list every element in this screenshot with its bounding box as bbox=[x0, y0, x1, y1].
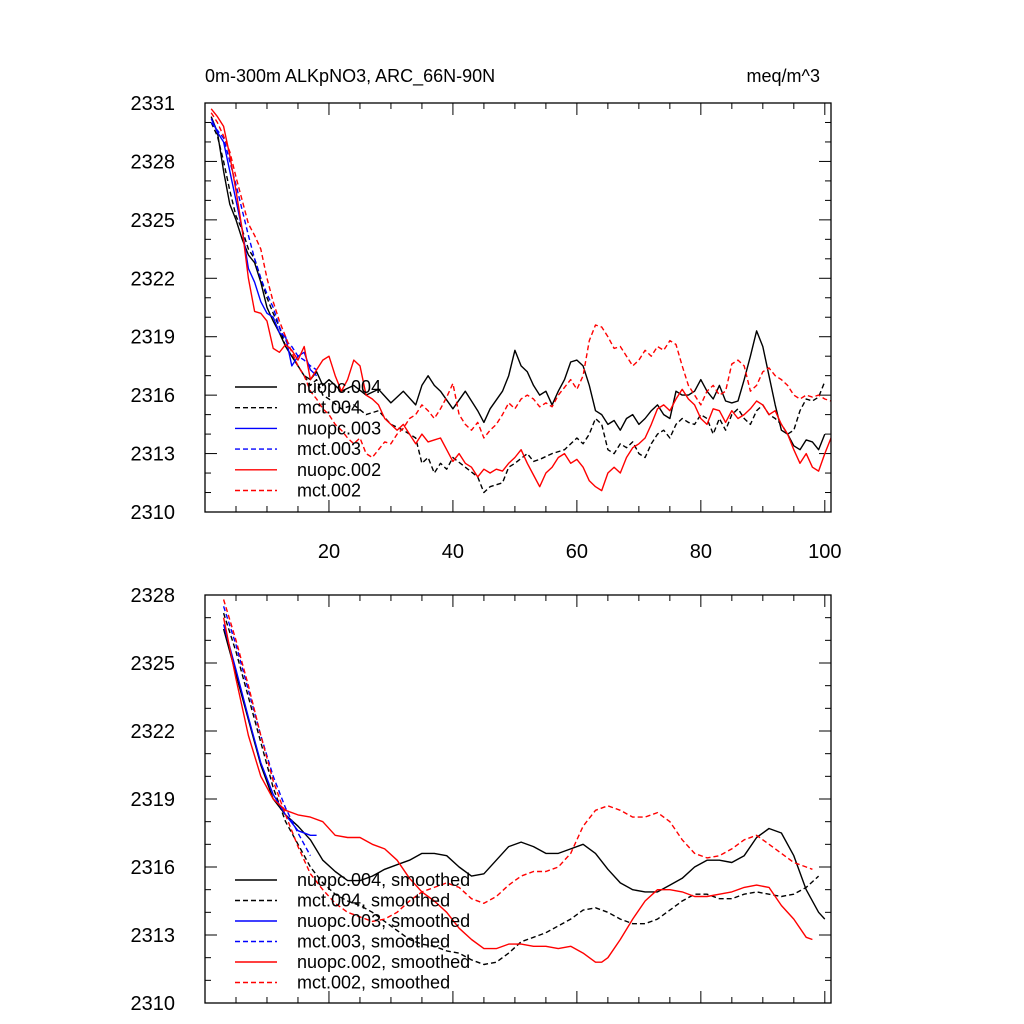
y-tick-label: 2328 bbox=[131, 151, 176, 173]
legend-label: nuopc.002 bbox=[297, 460, 381, 480]
series-line-mct-003 bbox=[210, 122, 317, 371]
x-tick-label: 80 bbox=[690, 541, 712, 563]
legend-label: nuopc.004 bbox=[297, 377, 381, 397]
y-tick-label: 2325 bbox=[131, 653, 176, 675]
series-line-nuopc-003-smoothed bbox=[222, 624, 317, 836]
y-tick-label: 2310 bbox=[131, 502, 176, 524]
legend-label: nuopc.003, smoothed bbox=[297, 911, 470, 931]
y-tick-label: 2319 bbox=[131, 789, 176, 811]
series-line-nuopc-004-smoothed bbox=[222, 628, 826, 920]
series-line-nuopc-002-smoothed bbox=[222, 617, 813, 963]
series-line-nuopc-003 bbox=[210, 118, 318, 377]
legend-label: nuopc.004, smoothed bbox=[297, 870, 470, 890]
series-line-mct-002 bbox=[210, 112, 831, 459]
panel-1-title-left: 0m-300m ALKpNO3, ARC_66N-90N bbox=[205, 66, 495, 87]
legend-label: mct.004, smoothed bbox=[297, 891, 450, 911]
series-line-mct-003-smoothed bbox=[222, 606, 312, 857]
y-tick-label: 2331 bbox=[131, 93, 176, 115]
y-tick-label: 2316 bbox=[131, 385, 176, 407]
legend-label: nuopc.002, smoothed bbox=[297, 952, 470, 972]
plot-frame bbox=[204, 594, 832, 1004]
legend-label: mct.003 bbox=[297, 439, 361, 459]
series-lines bbox=[210, 108, 831, 494]
series-line-mct-002-smoothed bbox=[222, 599, 813, 923]
legend-label: nuopc.003 bbox=[297, 418, 381, 438]
y-tick-label: 2316 bbox=[131, 857, 176, 879]
legend-label: mct.003, smoothed bbox=[297, 932, 450, 952]
legend-label: mct.002 bbox=[297, 481, 361, 501]
y-tick-label: 2322 bbox=[131, 721, 176, 743]
y-tick-label: 2319 bbox=[131, 327, 176, 349]
x-tick-label: 100 bbox=[808, 541, 841, 563]
y-tick-label: 2313 bbox=[131, 925, 176, 947]
plot-frame bbox=[204, 102, 832, 513]
x-tick-label: 60 bbox=[566, 541, 588, 563]
y-tick-label: 2310 bbox=[131, 993, 176, 1015]
panel-1: 20 40 60 80 100 2310 2313 2316 2319 2322 2325 2328 2… bbox=[131, 93, 842, 563]
series-line-nuopc-002 bbox=[210, 108, 831, 492]
panel-2: 2310 2313 2316 2319 2322 2325 2328 nuopc.004, s… bbox=[131, 585, 832, 1015]
y-tick-label: 2313 bbox=[131, 444, 176, 466]
x-tick-label: 40 bbox=[442, 541, 464, 563]
panel-1-title-right: meq/m^3 bbox=[747, 66, 820, 86]
legend-label: mct.004 bbox=[297, 398, 361, 418]
legend-label: mct.002, smoothed bbox=[297, 973, 450, 993]
series-lines bbox=[222, 599, 826, 966]
y-tick-label: 2328 bbox=[131, 585, 176, 607]
series-line-mct-004-smoothed bbox=[222, 612, 820, 966]
series-line-mct-004 bbox=[210, 122, 826, 494]
y-tick-label: 2325 bbox=[131, 210, 176, 232]
x-tick-label: 20 bbox=[318, 541, 340, 563]
y-tick-label: 2322 bbox=[131, 268, 176, 290]
